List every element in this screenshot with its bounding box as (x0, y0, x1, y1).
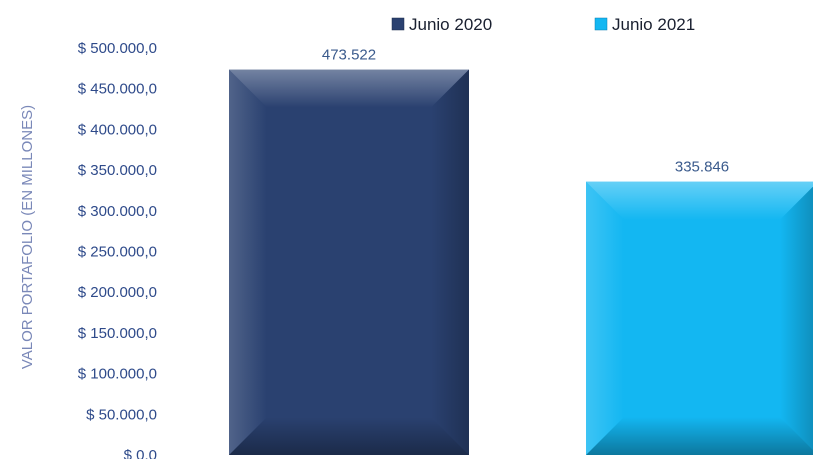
bar-bevel (586, 181, 813, 220)
y-tick-label: $ 100.000,0 (78, 366, 157, 383)
y-tick-label: $ 400.000,0 (78, 121, 157, 138)
bar-bevel (229, 69, 267, 455)
bar-bevel (229, 69, 469, 108)
bar-bevel (586, 417, 813, 455)
y-tick-label: $ 200.000,0 (78, 284, 157, 301)
bar-body (229, 69, 469, 455)
bar-value-label: 473.522 (322, 47, 376, 64)
y-tick-label: $ 0.0 (124, 447, 157, 459)
legend-item-junio-2021: Junio 2021 (594, 15, 695, 34)
y-tick-label: $ 350.000,0 (78, 162, 157, 179)
y-tick-label: $ 300.000,0 (78, 203, 157, 220)
bar-value-label: 335.846 (675, 159, 729, 176)
bar-bevel (586, 181, 624, 456)
legend-swatch-junio-2021 (594, 17, 608, 31)
y-tick-label: $ 250.000,0 (78, 244, 157, 261)
y-tick-label: $ 150.000,0 (78, 325, 157, 342)
legend-label-junio-2021: Junio 2021 (612, 15, 695, 34)
y-tick-label: $ 50.000,0 (86, 406, 157, 423)
legend-item-junio-2020: Junio 2020 (391, 15, 492, 34)
bar-bevel (431, 69, 469, 455)
legend-label-junio-2020: Junio 2020 (409, 15, 492, 34)
legend: Junio 2020 Junio 2021 (391, 15, 695, 34)
legend-swatch-junio-2020 (391, 17, 405, 31)
bars (229, 69, 813, 456)
bar-junio-2020 (229, 69, 469, 455)
data-labels: 473.522 335.846 (322, 47, 729, 176)
y-tick-label: $ 450.000,0 (78, 81, 157, 98)
bar-junio-2021 (586, 181, 813, 456)
bar-bevel (229, 417, 469, 455)
y-axis-ticks: $ 0.0 $ 50.000,0 $ 100.000,0 $ 150.000,0 $ 2… (78, 40, 157, 459)
y-axis-title: VALOR PORTAFOLIO (EN MILLONES) (19, 105, 36, 369)
bar-bevel (780, 186, 813, 450)
y-tick-label: $ 500.000,0 (78, 40, 157, 57)
